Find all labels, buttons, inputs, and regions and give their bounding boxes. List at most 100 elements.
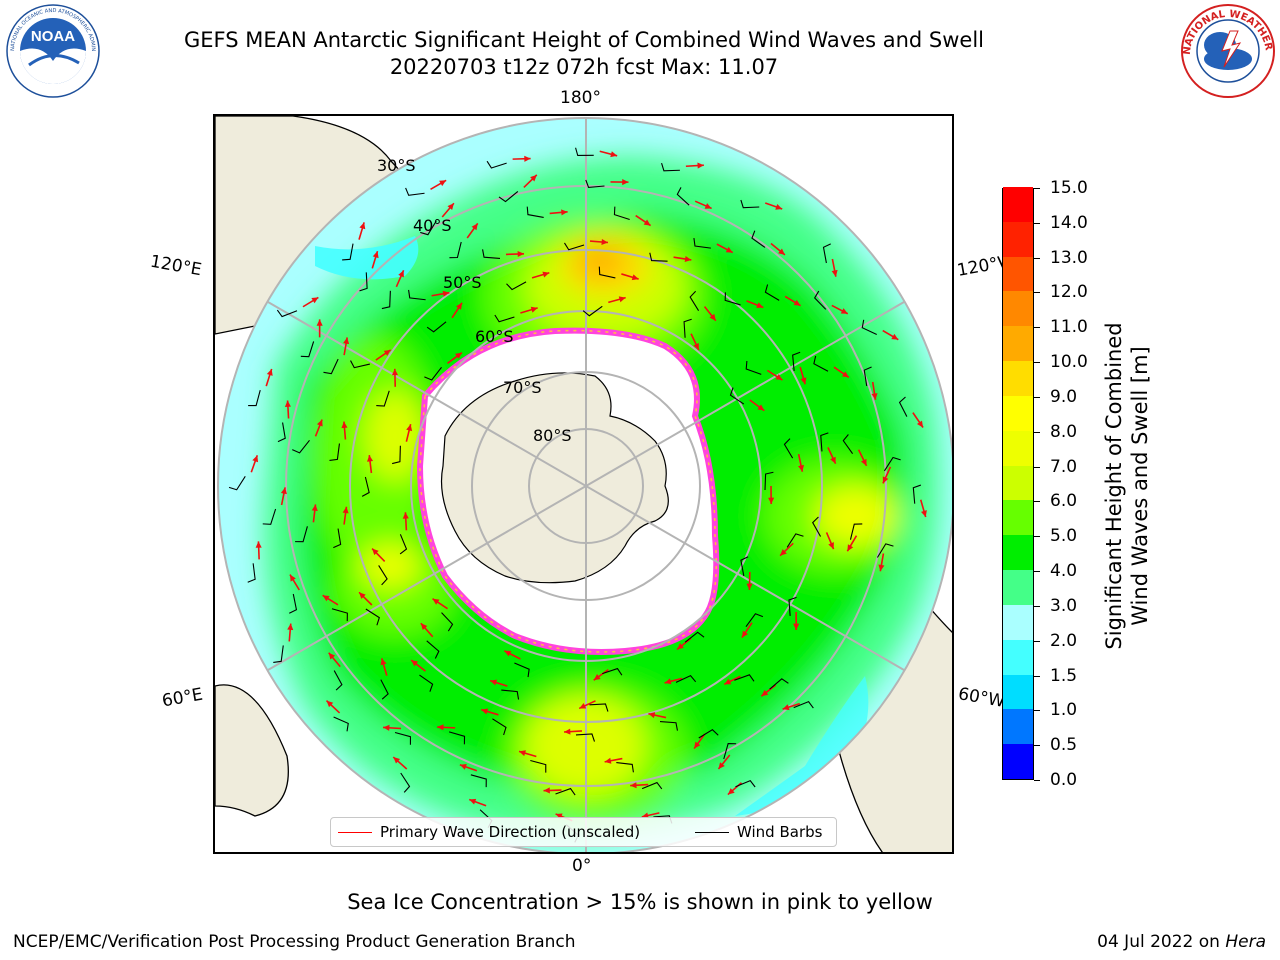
colorbar-title-line1: Significant Height of Combined xyxy=(1102,322,1126,650)
wave-arrow-head xyxy=(530,306,538,313)
wind-barb xyxy=(641,781,663,790)
wave-arrow-head xyxy=(768,497,775,504)
wind-barb xyxy=(734,674,755,682)
wave-arrow-head xyxy=(311,297,319,304)
wind-barb xyxy=(333,528,342,549)
polar-map: 30°S 40°S 50°S 60°S 70°S 80°S xyxy=(213,114,954,854)
wind-barb xyxy=(333,716,349,732)
footer-date: 04 Jul 2022 on Hera xyxy=(1097,932,1266,952)
lon-label-180: 180° xyxy=(560,88,601,108)
wind-barb xyxy=(613,206,630,221)
wind-barb xyxy=(501,689,520,700)
colorbar-title: Significant Height of Combined Wind Wave… xyxy=(1101,322,1153,649)
wind-barb xyxy=(659,721,679,731)
footer-branch: NCEP/EMC/Verification Post Processing Pr… xyxy=(13,932,576,952)
wind-barb xyxy=(740,199,760,209)
colorbar-segment xyxy=(1003,674,1033,710)
colorbar-segment xyxy=(1003,186,1033,222)
colorbar-segment xyxy=(1003,499,1033,536)
wave-arrow-head xyxy=(841,371,849,378)
wave-arrow-head xyxy=(383,724,390,731)
wave-arrow-head xyxy=(793,299,801,306)
wave-arrow-head xyxy=(630,782,637,789)
wave-arrow-head xyxy=(420,623,428,630)
wave-arrow-head xyxy=(828,542,834,550)
wind-barb xyxy=(793,700,814,709)
wind-barb xyxy=(277,422,286,443)
wind-barb xyxy=(589,703,609,712)
wind-barb xyxy=(912,484,922,504)
wave-arrow-head xyxy=(643,219,651,226)
colorbar-tick xyxy=(1034,675,1040,677)
colorbar-tick-label: 14.0 xyxy=(1050,212,1088,233)
wave-arrow-head xyxy=(782,704,790,711)
wind-barb xyxy=(792,351,801,372)
wave-arrow-head xyxy=(694,741,701,749)
colorbar-segment xyxy=(1003,465,1033,501)
wind-barb xyxy=(331,608,348,622)
wind-barb xyxy=(449,241,462,259)
wave-arrow-head xyxy=(631,274,639,281)
wind-barb xyxy=(684,631,705,643)
colorbar xyxy=(1002,186,1034,780)
wave-arrow-head xyxy=(255,541,262,548)
wave-arrow-head xyxy=(447,203,454,211)
lat-label-60s: 60°S xyxy=(475,327,514,346)
wind-barb xyxy=(863,366,872,387)
wave-arrow-head xyxy=(775,374,783,381)
wave-arrow-head xyxy=(757,404,765,411)
wind-barb xyxy=(228,475,246,491)
colorbar-tick xyxy=(1034,571,1040,573)
wind-barb xyxy=(683,318,692,338)
lat-label-30s: 30°S xyxy=(377,156,416,175)
colorbar-segment xyxy=(1003,360,1033,396)
wind-barb xyxy=(248,389,261,407)
wave-arrow-head xyxy=(704,203,712,209)
wind-barb xyxy=(693,238,711,249)
wave-arrow-head xyxy=(861,458,867,466)
wind-barb xyxy=(295,526,308,543)
wave-arrow-head xyxy=(391,368,398,376)
wind-barb xyxy=(273,645,284,663)
wave-arrow-head xyxy=(311,504,318,512)
colorbar-tick-label: 0.5 xyxy=(1050,735,1078,756)
lon-label-120e: 120°E xyxy=(148,251,204,281)
wind-barb xyxy=(783,438,794,459)
wind-barb xyxy=(420,220,437,236)
wind-barb xyxy=(764,471,774,491)
colorbar-tick-label: 1.5 xyxy=(1050,665,1078,686)
colorbar-tick-label: 12.0 xyxy=(1050,282,1088,303)
wind-barb xyxy=(575,733,596,742)
wind-barbs xyxy=(228,147,922,843)
wind-barb xyxy=(378,565,388,586)
wind-barb xyxy=(381,290,391,310)
colorbar-tick xyxy=(1034,605,1040,607)
colorbar-tick xyxy=(1034,292,1040,294)
wind-barb xyxy=(820,432,829,452)
wave-arrow-head xyxy=(761,689,769,697)
wind-barb xyxy=(247,563,256,583)
wave-arrow-head xyxy=(756,302,764,309)
wave-arrow-head xyxy=(517,250,524,258)
wave-arrow-head xyxy=(471,223,478,231)
wave-arrow-head xyxy=(746,583,753,590)
wave-arrow-head xyxy=(439,180,447,187)
wave-arrow-head xyxy=(542,271,550,278)
wave-arrow-head xyxy=(402,512,409,519)
wave-arrow-head xyxy=(322,595,330,602)
wind-barb xyxy=(392,445,401,465)
colorbar-segment xyxy=(1003,743,1033,779)
footer-date-text: 04 Jul 2022 on xyxy=(1097,932,1220,952)
legend-item-wind-barbs: Wind Barbs xyxy=(695,823,822,841)
map-legend: Primary Wave Direction (unscaled) Wind B… xyxy=(330,817,837,847)
wave-arrow-head xyxy=(455,352,462,359)
lat-label-70s: 70°S xyxy=(503,378,542,397)
colorbar-tick xyxy=(1034,396,1040,398)
wave-arrow-head xyxy=(543,787,550,794)
wind-barb xyxy=(689,290,700,311)
wind-barb xyxy=(400,772,411,793)
wave-arrow-head xyxy=(316,419,323,427)
wave-arrow-head xyxy=(840,308,848,314)
colorbar-tick xyxy=(1034,640,1040,642)
legend-item-wave-direction: Primary Wave Direction (unscaled) xyxy=(338,823,640,841)
